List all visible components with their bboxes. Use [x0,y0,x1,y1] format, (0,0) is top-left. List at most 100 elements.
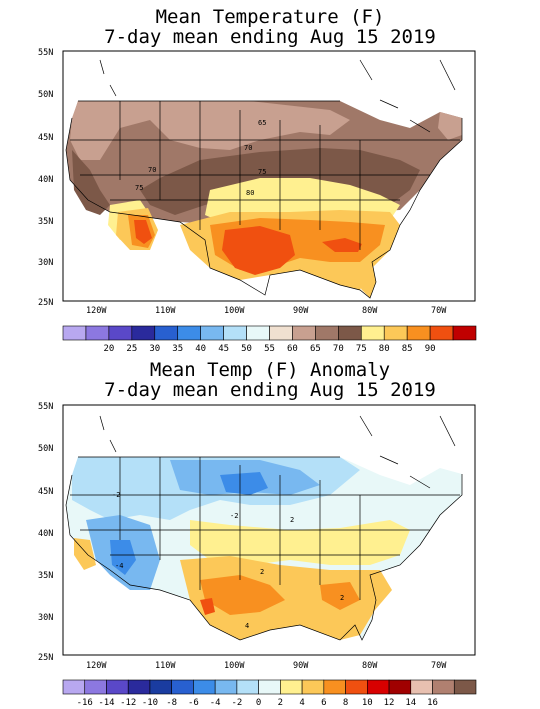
colorbar-swatch [280,679,303,695]
lon-label: 110W [155,306,176,316]
anomaly-warm-band [190,520,410,565]
colorbar-label: -12 [120,698,136,708]
map1-title-line1: Mean Temperature (F) [155,6,385,28]
contour-label: 2 [340,594,344,602]
colorbar-swatch [367,679,390,695]
colorbar-label: 60 [287,344,298,354]
lat-label: 45N [38,487,53,497]
contour-label: 2 [290,516,294,524]
colorbar-label: 10 [362,698,373,708]
colorbar-label: 25 [126,344,137,354]
colorbar-swatch [127,679,151,695]
colorbar-swatch [345,679,368,695]
lat-label: 40N [38,175,53,185]
lon-label: 120W [86,306,107,316]
colorbar-label: -4 [210,698,221,708]
colorbar-label: 80 [379,344,390,354]
us-region-90-texas [222,226,295,275]
colorbar-label: 75 [356,344,367,354]
colorbar-swatch [258,679,281,695]
colorbar-label: 50 [241,344,252,354]
colorbar-label: 45 [218,344,229,354]
us-region-90-sw [134,220,152,244]
lon-label: 80W [362,306,378,316]
anomaly-warm-southeast [200,575,285,615]
colorbar-label: 55 [264,344,275,354]
colorbar-swatch [388,679,412,695]
lon-label: 70W [431,661,447,671]
lon-label: 90W [293,661,309,671]
lat-label: 30N [38,258,53,268]
colorbar-label: -14 [98,698,114,708]
colorbar-label: 8 [343,698,348,708]
contour-label: 75 [258,168,266,176]
map2-title-line1: Mean Temp (F) Anomaly [149,359,391,381]
lat-label: 25N [38,653,53,663]
lat-label: 50N [38,90,53,100]
colorbar-label: 65 [310,344,321,354]
contour-label: 70 [148,166,156,174]
anomaly-hot-spot [200,598,215,615]
us-region-northeast-cool [438,112,462,140]
lon-label: 70W [431,306,447,316]
anomaly-warm-gulf [320,582,360,610]
colorbar-swatch [193,679,216,695]
lat-label: 25N [38,298,53,308]
contour-label: 70 [244,144,252,152]
lon-label: 100W [224,661,245,671]
colorbar-swatch [432,679,455,695]
colorbar-label: 12 [384,698,395,708]
colorbar-swatch [410,679,433,695]
colorbar-label: 4 [299,698,304,708]
map2-boundaries [65,415,463,641]
map2-title-line2: 7-day mean ending Aug 15 2019 [104,379,436,401]
colorbar-swatch [453,679,477,695]
colorbar-label: 35 [172,344,183,354]
contour-label: -4 [115,562,123,570]
lon-label: 80W [362,661,378,671]
colorbar-label: 85 [402,344,413,354]
us-region-90-southeast [322,238,362,252]
contour-label: -2 [230,512,238,520]
lat-label: 40N [38,529,53,539]
map1-colorbar: 20 25 30 35 40 45 50 55 60 65 70 75 80 85 90 [62,325,477,354]
colorbar-label: 20 [103,344,114,354]
contour-label: 4 [245,622,249,630]
lat-label: 50N [38,444,53,454]
map1-title-line2: 7-day mean ending Aug 15 2019 [104,26,436,48]
contour-label: 65 [258,119,266,127]
lon-label: 120W [86,661,107,671]
lon-label: 110W [155,661,176,671]
lat-label: 30N [38,613,53,623]
map2-colorbar: -16 -14 -12 -10 -8 -6 -4 -2 0 2 4 6 8 10 12 14 16 [62,679,477,708]
us-region-florida [350,262,376,298]
colorbar-label: 70 [333,344,344,354]
colorbar-label: 30 [149,344,160,354]
colorbar-swatch [301,679,325,695]
lat-label: 45N [38,133,53,143]
us-region-north-cool [70,101,350,160]
colorbar-swatch [62,679,86,695]
colorbar-label: -10 [142,698,158,708]
colorbar-label: -16 [77,698,93,708]
lat-label: 35N [38,217,53,227]
colorbar-swatch [106,679,129,695]
anomaly-west-cooler [110,540,136,575]
lon-label: 90W [293,306,309,316]
colorbar-swatch [323,679,346,695]
colorbar-swatch [149,679,172,695]
lat-label: 35N [38,571,53,581]
lat-label: 55N [38,48,53,58]
contour-label: -2 [112,491,120,499]
colorbar-swatch [171,679,194,695]
colorbar-label: 14 [405,698,416,708]
colorbar-swatch [452,325,477,341]
lon-label: 100W [224,306,245,316]
colorbar-label: 2 [278,698,283,708]
colorbar-swatch [236,679,259,695]
anomaly-north-coolest [220,472,268,495]
colorbar-swatch [84,679,107,695]
colorbar-label: -6 [188,698,199,708]
